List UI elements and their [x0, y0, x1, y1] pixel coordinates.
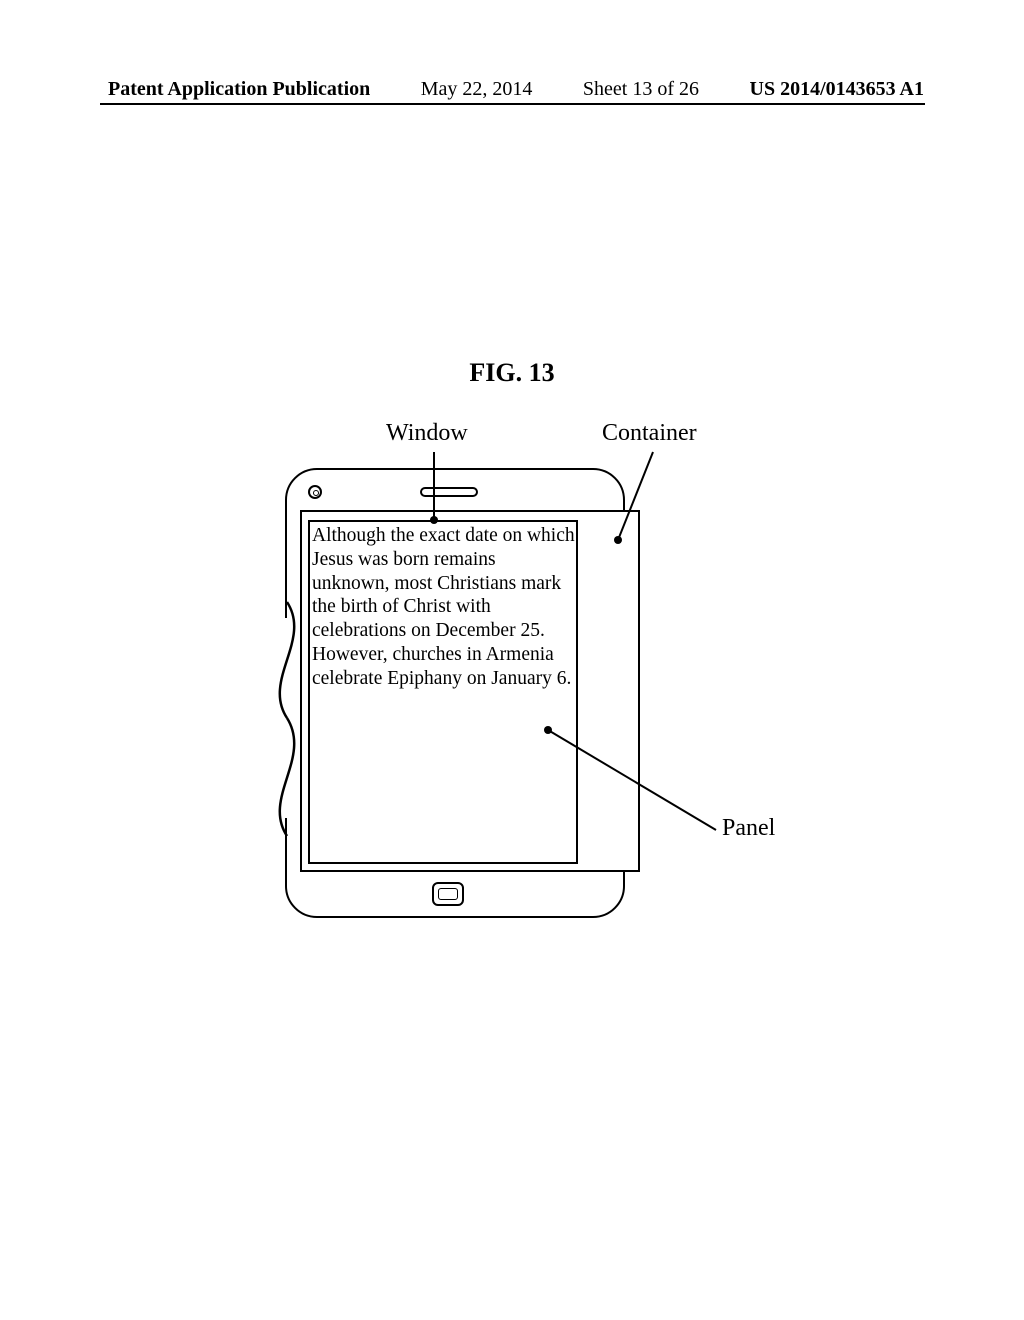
dot-window: [430, 516, 438, 524]
dot-container: [614, 536, 622, 544]
leader-panel: [548, 730, 716, 830]
leader-container: [618, 452, 653, 540]
leader-lines: [0, 0, 1024, 1320]
figure-canvas: Window Container Panel Although the exac…: [0, 0, 1024, 1320]
dot-panel: [544, 726, 552, 734]
